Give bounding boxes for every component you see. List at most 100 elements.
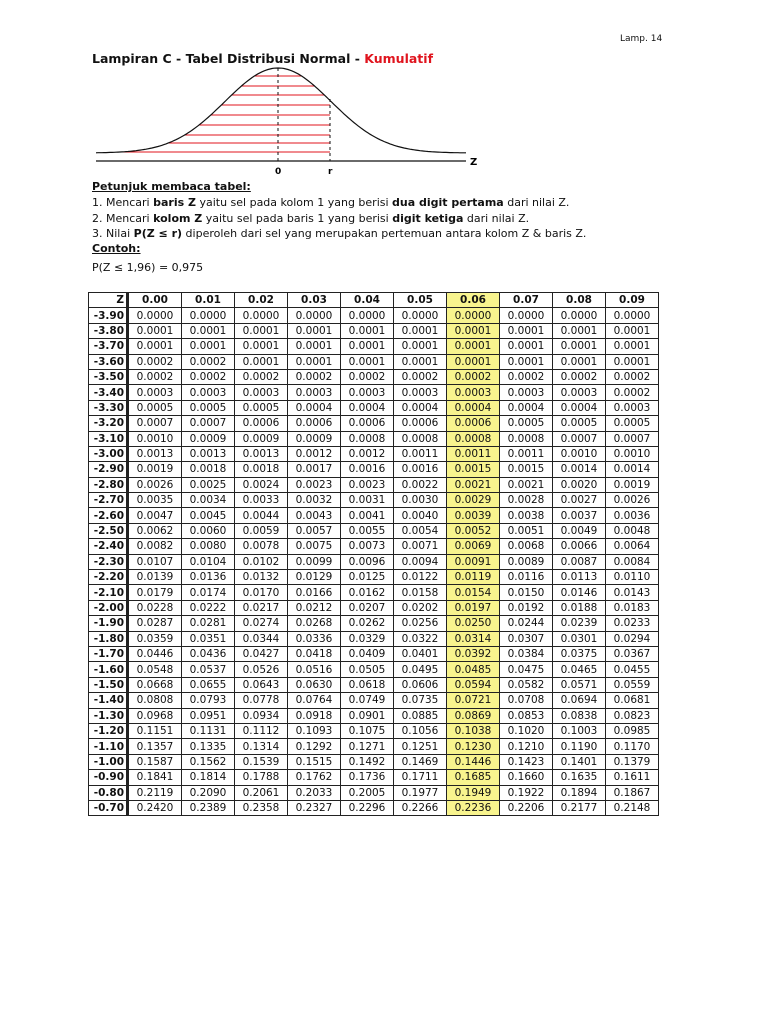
header-col: 0.03 <box>287 291 341 309</box>
probability-cell: 0.0025 <box>181 476 235 494</box>
row-z-value: -2.00 <box>88 599 129 617</box>
probability-cell: 0.0096 <box>340 553 394 571</box>
probability-cell: 0.0002 <box>234 368 288 386</box>
table-row: -3.00 0.0013 0.0013 0.0013 0.0012 0.0012 0.001… <box>88 445 659 463</box>
probability-cell: 0.0548 <box>127 661 182 678</box>
probability-cell: 0.1075 <box>340 722 394 740</box>
probability-cell: 0.0268 <box>287 615 341 632</box>
probability-cell: 0.1562 <box>181 753 235 771</box>
probability-cell: 0.1401 <box>552 753 606 771</box>
probability-cell: 0.0002 <box>605 368 659 386</box>
probability-cell: 0.0222 <box>181 599 235 617</box>
probability-cell: 0.0075 <box>287 538 341 555</box>
probability-cell: 0.0516 <box>287 661 341 678</box>
probability-cell: 0.0001 <box>287 338 341 355</box>
probability-cell: 0.0764 <box>287 692 341 709</box>
row-z-value: -3.00 <box>88 445 129 463</box>
row-z-value: -0.90 <box>88 769 129 786</box>
probability-cell: 0.0045 <box>181 507 235 524</box>
probability-cell: 0.0023 <box>287 476 341 494</box>
probability-cell: 0.0475 <box>499 661 553 678</box>
row-z-value: -1.50 <box>88 676 129 694</box>
row-z-value: -1.70 <box>88 645 129 663</box>
probability-cell: 0.0041 <box>340 507 394 524</box>
table-row: -1.80 0.0359 0.0351 0.0344 0.0336 0.0329 0.032… <box>88 630 659 647</box>
probability-cell: 0.0051 <box>499 522 553 540</box>
probability-cell: 0.0239 <box>552 615 606 632</box>
probability-cell: 0.0392 <box>446 645 500 663</box>
probability-cell: 0.0154 <box>446 584 500 601</box>
probability-cell: 0.0322 <box>393 630 447 647</box>
probability-cell: 0.0004 <box>499 399 553 417</box>
probability-cell: 0.1335 <box>181 738 235 755</box>
probability-cell: 0.0024 <box>234 476 288 494</box>
header-z: Z <box>88 291 129 309</box>
probability-cell: 0.0006 <box>446 415 500 432</box>
probability-cell: 0.0287 <box>127 615 182 632</box>
probability-cell: 0.0559 <box>605 676 659 694</box>
probability-cell: 0.0002 <box>340 368 394 386</box>
table-row: -0.90 0.1841 0.1814 0.1788 0.1762 0.1736 0.171… <box>88 769 659 786</box>
probability-cell: 0.1492 <box>340 753 394 771</box>
probability-cell: 0.0495 <box>393 661 447 678</box>
table-row: -1.10 0.1357 0.1335 0.1314 0.1292 0.1271 0.125… <box>88 738 659 755</box>
probability-cell: 0.0001 <box>181 322 235 340</box>
probability-cell: 0.0749 <box>340 692 394 709</box>
probability-cell: 0.0084 <box>605 553 659 571</box>
probability-cell: 0.0004 <box>552 399 606 417</box>
row-z-value: -3.70 <box>88 338 129 355</box>
row-z-value: -1.20 <box>88 722 129 740</box>
probability-cell: 0.0104 <box>181 553 235 571</box>
probability-cell: 0.0294 <box>605 630 659 647</box>
probability-cell: 0.0207 <box>340 599 394 617</box>
probability-cell: 0.0853 <box>499 707 553 724</box>
probability-cell: 0.2177 <box>552 799 606 817</box>
probability-cell: 0.1314 <box>234 738 288 755</box>
probability-cell: 0.2236 <box>446 799 500 817</box>
bell-curve <box>95 67 466 154</box>
probability-cell: 0.0082 <box>127 538 182 555</box>
header-col: 0.00 <box>127 291 182 309</box>
probability-cell: 0.0113 <box>552 569 606 586</box>
probability-cell: 0.0062 <box>127 522 182 540</box>
probability-cell: 0.0001 <box>181 338 235 355</box>
row-z-value: -2.10 <box>88 584 129 601</box>
probability-cell: 0.0001 <box>393 353 447 370</box>
probability-cell: 0.0018 <box>234 461 288 478</box>
tick-zero: 0 <box>275 167 281 177</box>
probability-cell: 0.0808 <box>127 692 182 709</box>
table-row: -1.70 0.0446 0.0436 0.0427 0.0418 0.0409 0.040… <box>88 645 659 663</box>
probability-cell: 0.0401 <box>393 645 447 663</box>
probability-cell: 0.0087 <box>552 553 606 571</box>
probability-cell: 0.0197 <box>446 599 500 617</box>
probability-cell: 0.0329 <box>340 630 394 647</box>
probability-cell: 0.0066 <box>552 538 606 555</box>
probability-cell: 0.0007 <box>605 430 659 447</box>
probability-cell: 0.0918 <box>287 707 341 724</box>
probability-cell: 0.1587 <box>127 753 182 771</box>
probability-cell: 0.0031 <box>340 492 394 509</box>
probability-cell: 0.0001 <box>393 322 447 340</box>
table-row: -0.80 0.2119 0.2090 0.2061 0.2033 0.2005 0.197… <box>88 784 659 801</box>
table-row: -2.00 0.0228 0.0222 0.0217 0.0212 0.0207 0.020… <box>88 599 659 617</box>
header-col: 0.07 <box>499 291 553 309</box>
header-col: 0.02 <box>234 291 288 309</box>
probability-cell: 0.0004 <box>393 399 447 417</box>
probability-cell: 0.2420 <box>127 799 182 817</box>
probability-cell: 0.0250 <box>446 615 500 632</box>
probability-cell: 0.0071 <box>393 538 447 555</box>
probability-cell: 0.0002 <box>499 368 553 386</box>
table-row: -2.60 0.0047 0.0045 0.0044 0.0043 0.0041 0.004… <box>88 507 659 524</box>
probability-cell: 0.0013 <box>234 445 288 463</box>
probability-cell: 0.1038 <box>446 722 500 740</box>
probability-cell: 0.0262 <box>340 615 394 632</box>
row-z-value: -2.70 <box>88 492 129 509</box>
row-z-value: -3.50 <box>88 368 129 386</box>
probability-cell: 0.0655 <box>181 676 235 694</box>
probability-cell: 0.0005 <box>234 399 288 417</box>
example-text: P(Z ≤ 1,96) = 0,975 <box>92 261 204 274</box>
probability-cell: 0.0951 <box>181 707 235 724</box>
probability-cell: 0.0606 <box>393 676 447 694</box>
probability-cell: 0.1977 <box>393 784 447 801</box>
probability-cell: 0.0465 <box>552 661 606 678</box>
